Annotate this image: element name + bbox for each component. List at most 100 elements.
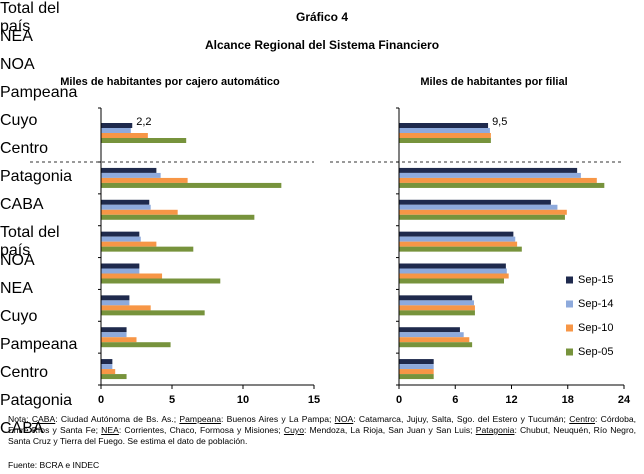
legend-swatch	[566, 300, 573, 308]
bar	[101, 204, 151, 210]
category-label: Patagonia	[0, 392, 73, 409]
legend-label: Sep-05	[578, 346, 613, 358]
category-label: NEA	[0, 280, 33, 297]
note-term: Patagonia	[475, 425, 515, 435]
x-tick-label: 24	[618, 394, 631, 406]
note-text: : Corrientes, Chaco, Formosa y Misiones;	[118, 425, 281, 435]
bar	[399, 263, 506, 269]
note-text: : Buenos Aires y La Pampa;	[220, 414, 332, 424]
bar	[399, 310, 475, 316]
bar	[399, 133, 491, 138]
bar	[101, 364, 113, 370]
bar	[101, 268, 140, 274]
legend-swatch	[566, 348, 573, 356]
chart-title: Gráfico 4	[296, 10, 348, 24]
note-term: NEA	[101, 425, 119, 435]
bar	[101, 133, 148, 138]
bar	[399, 138, 491, 143]
value-label: 9,5	[492, 116, 507, 128]
x-tick-label: 15	[308, 394, 320, 406]
bar	[399, 182, 605, 188]
bar	[399, 369, 434, 375]
x-tick-label: 12	[505, 394, 517, 406]
category-label: NOA	[0, 56, 35, 73]
note-term: Centro	[569, 414, 596, 424]
bar	[101, 167, 157, 173]
source: Fuente: BCRA e INDEC	[8, 460, 100, 470]
note-text: : Ciudad Autónoma de Bs. As.;	[55, 414, 177, 424]
bar	[399, 177, 597, 183]
bar	[101, 300, 130, 306]
bar	[399, 204, 558, 210]
category-label: Pampeana	[0, 84, 78, 101]
bar	[399, 214, 565, 220]
panel-title: Miles de habitantes por filial	[420, 76, 567, 88]
bar	[101, 199, 150, 205]
x-tick-label: 10	[237, 394, 249, 406]
bar	[101, 342, 171, 348]
bar	[101, 310, 205, 316]
bar	[101, 337, 137, 343]
note-term: Cuyo	[283, 425, 304, 435]
bar	[399, 123, 489, 128]
note-text: : Córdoba, Entre Ríos y Santa Fe;	[8, 414, 637, 435]
bar	[101, 236, 141, 242]
bar	[101, 177, 188, 183]
bar	[399, 231, 514, 237]
bar	[399, 167, 578, 173]
category-label: Cuyo	[0, 112, 38, 129]
legend-label: Sep-10	[578, 322, 613, 334]
bar	[101, 295, 130, 301]
bar	[101, 327, 127, 333]
category-label: NOA	[0, 252, 35, 269]
bar	[399, 278, 504, 284]
legend-swatch	[566, 324, 573, 332]
panel-title: Miles de habitantes por cajero automátic…	[60, 76, 280, 88]
bar	[399, 305, 475, 311]
bar	[399, 209, 567, 215]
category-label: Patagonia	[0, 168, 73, 185]
bar	[101, 332, 127, 338]
chart-subtitle: Alcance Regional del Sistema Financiero	[205, 38, 439, 52]
bar	[399, 241, 518, 247]
bar	[399, 337, 470, 343]
bar	[399, 364, 434, 370]
x-tick-label: 18	[562, 394, 574, 406]
bar	[399, 268, 507, 274]
category-label: Cuyo	[0, 308, 38, 325]
category-label: CABA	[0, 196, 44, 213]
bar	[399, 236, 516, 242]
note-text: : Catamarca, Jujuy, Salta, Sgo. del Este…	[353, 414, 566, 424]
bar	[101, 123, 133, 128]
bar	[101, 263, 140, 269]
category-label: Centro	[0, 364, 49, 381]
bar	[399, 300, 474, 306]
note-suffix: Se estima el dato de población.	[127, 436, 248, 446]
bar	[399, 128, 490, 133]
bar	[399, 273, 509, 279]
bar	[101, 128, 131, 133]
note: Nota: CABA: Ciudad Autónoma de Bs. As.; …	[8, 414, 636, 447]
bar	[399, 374, 434, 380]
bar	[399, 327, 460, 333]
bar	[101, 246, 194, 252]
bar	[101, 369, 116, 375]
category-label: Total del país	[0, 0, 60, 35]
bar	[101, 231, 140, 237]
category-label: Centro	[0, 140, 49, 157]
bar	[101, 278, 221, 284]
note-term: Pampeana	[179, 414, 221, 424]
x-tick-label: 0	[98, 394, 104, 406]
bar	[101, 374, 127, 380]
note-term: CABA	[31, 414, 56, 424]
bar	[399, 246, 522, 252]
bar	[399, 295, 473, 301]
bar	[101, 209, 178, 215]
note-prefix: Nota:	[8, 414, 29, 424]
category-label: Pampeana	[0, 336, 78, 353]
x-tick-label: 0	[396, 394, 402, 406]
bar	[101, 182, 282, 188]
bar	[101, 359, 113, 365]
bar	[101, 305, 151, 311]
